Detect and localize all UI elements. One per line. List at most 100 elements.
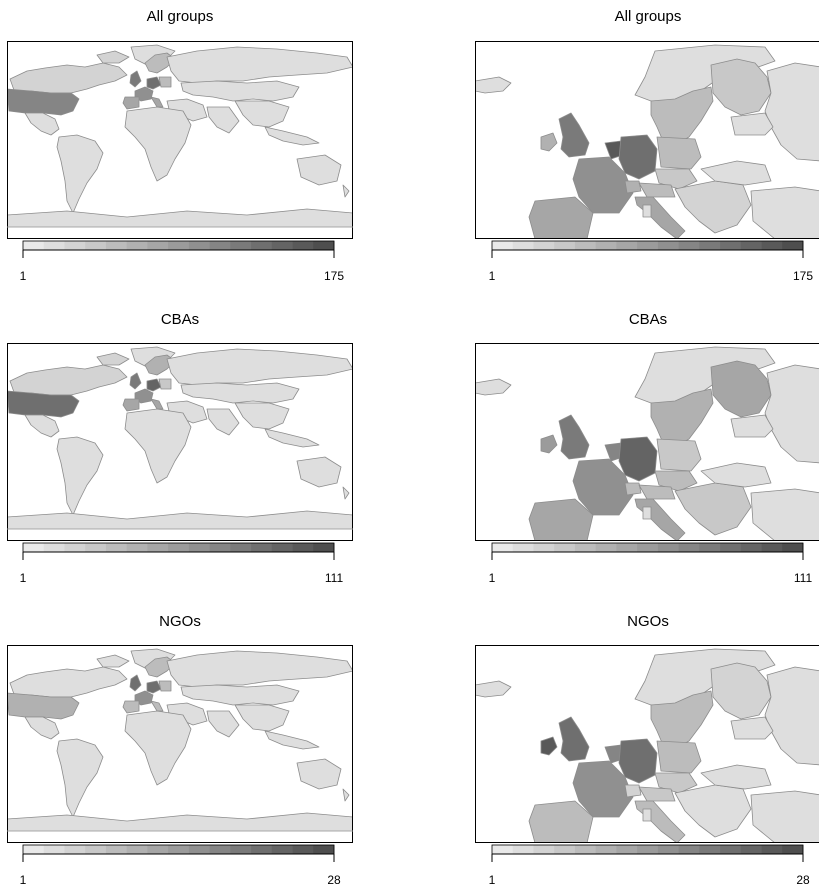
colorbar-step <box>292 543 314 552</box>
country-region-italy <box>150 700 164 712</box>
colorbar-step <box>533 543 555 552</box>
country-region-russia <box>166 348 353 386</box>
map-frame <box>475 343 819 541</box>
colorbar-step <box>574 543 597 552</box>
panel-title-world-ngos: NGOs <box>159 613 201 630</box>
country-region-other <box>124 710 192 786</box>
country-region-other <box>206 106 240 134</box>
map-frame <box>7 41 353 239</box>
country-region-other <box>642 506 652 520</box>
colorbar-step <box>271 845 293 854</box>
colorbar-step <box>512 543 534 552</box>
colorbar-step <box>574 241 597 250</box>
country-region-other <box>124 106 192 182</box>
country-region-canada <box>96 654 130 668</box>
country-region-canada <box>96 50 130 64</box>
country-region-finland <box>710 662 772 720</box>
country-region-russia <box>764 364 819 464</box>
country-region-other <box>24 716 60 740</box>
country-region-finland <box>710 58 772 116</box>
country-region-other <box>750 790 819 843</box>
world-map-ngos <box>7 645 353 843</box>
colorbar-step <box>492 543 514 552</box>
colorbar-min-label: 1 <box>489 873 496 886</box>
colorbar-step <box>292 845 314 854</box>
country-region-poland <box>656 740 702 774</box>
country-region-france <box>572 760 634 818</box>
country-region-italy <box>150 96 164 108</box>
country-region-uk <box>129 674 142 692</box>
country-region-canada <box>96 352 130 366</box>
colorbar-step <box>85 543 107 552</box>
colorbar-step <box>23 241 45 250</box>
country-region-iberia <box>528 196 594 239</box>
country-region-austria <box>638 786 676 802</box>
colorbar-step <box>292 241 314 250</box>
colorbar-step <box>64 543 86 552</box>
colorbar-step <box>23 543 45 552</box>
colorbar-step <box>43 241 65 250</box>
colorbar-step <box>492 241 514 250</box>
country-region-poland <box>158 76 172 88</box>
panel-title-europe-all: All groups <box>615 8 682 25</box>
colorbar-step <box>168 845 190 854</box>
country-region-uk <box>558 716 590 762</box>
map-frame <box>475 645 819 843</box>
country-region-russia <box>764 62 819 162</box>
country-region-finland <box>710 360 772 418</box>
country-region-germany <box>146 680 162 694</box>
country-region-other <box>700 764 772 790</box>
world-map-cbas <box>7 343 353 541</box>
country-region-uk <box>129 372 142 390</box>
country-region-other <box>206 710 240 738</box>
country-region-other <box>180 80 300 102</box>
country-region-other <box>56 436 104 516</box>
country-region-other <box>642 204 652 218</box>
country-region-poland <box>656 136 702 170</box>
country-region-other <box>56 738 104 818</box>
panel-title-europe-cbas: CBAs <box>629 311 667 328</box>
country-region-baltics <box>730 414 774 438</box>
colorbar-step <box>209 543 231 552</box>
country-region-germany <box>146 378 162 392</box>
colorbar-step <box>64 845 86 854</box>
colorbar-step <box>105 845 128 854</box>
country-region-other <box>124 408 192 484</box>
colorbar-step <box>720 543 742 552</box>
europe-map-cbas <box>475 343 819 541</box>
colorbar-step <box>740 845 762 854</box>
colorbar-step <box>782 241 804 250</box>
colorbar-step <box>188 543 210 552</box>
country-region-ireland <box>540 132 558 152</box>
colorbar-min-label: 1 <box>20 571 27 585</box>
country-region-other <box>234 402 290 430</box>
country-region-other <box>7 510 353 530</box>
country-region-iberia <box>122 398 140 412</box>
colorbar-step <box>595 543 617 552</box>
colorbar-step <box>168 543 190 552</box>
country-region-switzerland <box>624 482 642 496</box>
country-region-baltics <box>730 716 774 740</box>
colorbar-min-label: 1 <box>489 571 496 585</box>
country-region-ireland <box>540 736 558 756</box>
country-region-other <box>7 208 353 228</box>
colorbar-step <box>637 241 659 250</box>
colorbar-world-all <box>22 240 335 258</box>
colorbar-world-cbas <box>22 542 335 560</box>
country-region-other <box>296 154 342 186</box>
colorbar-step <box>251 241 273 250</box>
colorbar-step <box>492 845 514 854</box>
country-region-other <box>342 184 350 198</box>
colorbar-min-label: 1 <box>20 873 27 886</box>
country-region-uk <box>129 70 142 88</box>
country-region-other <box>264 730 320 750</box>
colorbar-step <box>657 241 679 250</box>
panel-title-world-all: All groups <box>147 8 214 25</box>
colorbar-step <box>43 845 65 854</box>
country-region-austria <box>638 182 676 198</box>
world-map-all-groups <box>7 41 353 239</box>
colorbar-step <box>251 543 273 552</box>
colorbar-step <box>230 241 252 250</box>
europe-map-all-groups <box>475 41 819 239</box>
